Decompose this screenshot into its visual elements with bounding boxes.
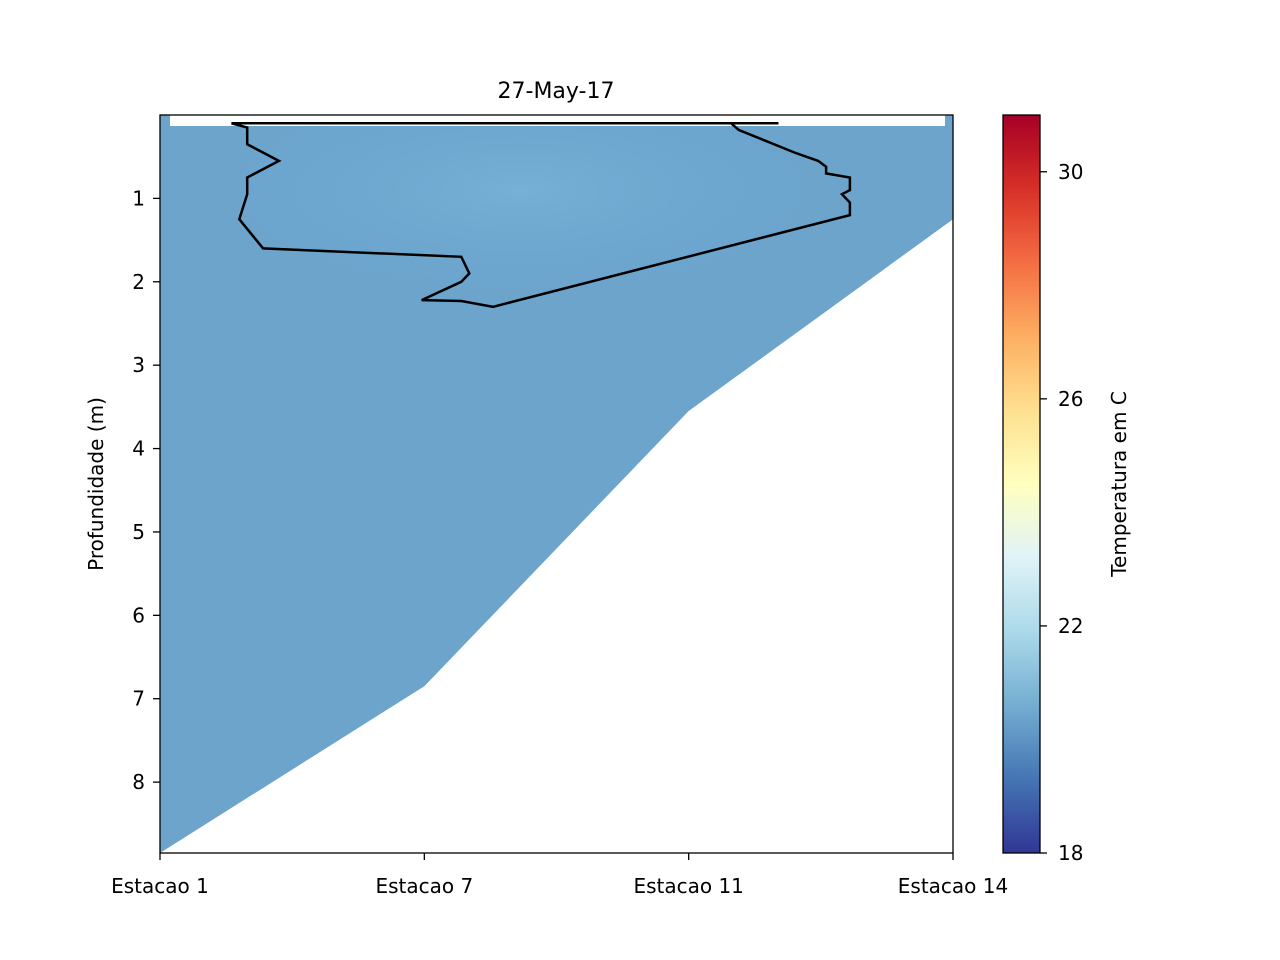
plot-area: [160, 115, 953, 853]
colorbar-tick-label: 30: [1058, 160, 1083, 184]
y-tick-label: 5: [132, 520, 145, 544]
y-axis: 1 2 3 4 5 6 7 8: [132, 186, 160, 794]
y-tick-label: 2: [132, 270, 145, 294]
x-tick-label: Estacao 11: [633, 874, 743, 898]
y-tick-label: 7: [132, 687, 145, 711]
x-tick-label: Estacao 7: [375, 874, 473, 898]
colorbar-label: Temperatura em C: [1107, 391, 1131, 578]
colorbar-tick-label: 22: [1058, 614, 1083, 638]
y-tick-label: 1: [132, 186, 145, 210]
temperature-contour: [231, 122, 852, 309]
colorbar: [1002, 114, 1041, 854]
warm-surface-lens: [190, 115, 850, 300]
surface-gap: [170, 115, 945, 126]
temperature-field: [160, 115, 953, 853]
colorbar-tick-label: 18: [1058, 841, 1083, 865]
x-tick-label: Estacao 1: [111, 874, 209, 898]
y-axis-label: Profundidade (m): [84, 397, 108, 571]
colorbar-axis: 18 22 26 30: [1040, 160, 1083, 865]
x-tick-label: Estacao 14: [898, 874, 1008, 898]
colorbar-tick-label: 26: [1058, 387, 1083, 411]
y-tick-label: 6: [132, 603, 145, 627]
y-tick-label: 8: [132, 770, 145, 794]
x-axis: Estacao 1 Estacao 7 Estacao 11 Estacao 14: [111, 853, 1008, 898]
y-tick-label: 3: [132, 353, 145, 377]
chart-title: 27-May-17: [498, 79, 615, 104]
y-tick-label: 4: [132, 437, 145, 461]
plot-frame: [159, 114, 954, 854]
